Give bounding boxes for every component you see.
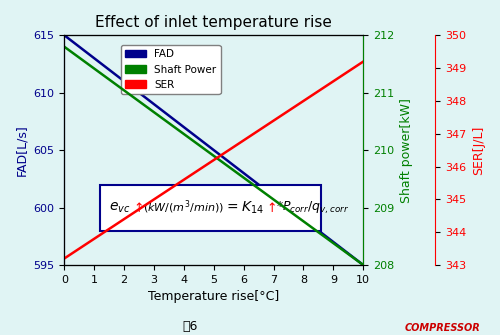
Text: $\uparrow$: $\uparrow$	[130, 201, 143, 214]
FancyBboxPatch shape	[100, 185, 322, 230]
Text: $e_{vc}$: $e_{vc}$	[109, 200, 130, 215]
X-axis label: Temperature rise[°C]: Temperature rise[°C]	[148, 290, 280, 303]
Text: COMPRESSOR: COMPRESSOR	[404, 323, 480, 333]
Legend: FAD, Shaft Power, SER: FAD, Shaft Power, SER	[121, 45, 220, 94]
Text: $\uparrow$: $\uparrow$	[264, 201, 276, 214]
Title: Effect of inlet temperature rise: Effect of inlet temperature rise	[96, 15, 332, 30]
Text: $=K_{14}$: $=K_{14}$	[224, 199, 264, 216]
Text: 图6: 图6	[182, 320, 198, 333]
Y-axis label: SER[J/L]: SER[J/L]	[472, 126, 485, 175]
Text: $*P_{corr}/q_{v,corr}$: $*P_{corr}/q_{v,corr}$	[276, 199, 349, 216]
Y-axis label: FAD[L/s]: FAD[L/s]	[15, 124, 28, 176]
Y-axis label: Shaft power[kW]: Shaft power[kW]	[400, 98, 413, 203]
Text: $(kW/(m^3/min))$: $(kW/(m^3/min))$	[143, 199, 224, 216]
